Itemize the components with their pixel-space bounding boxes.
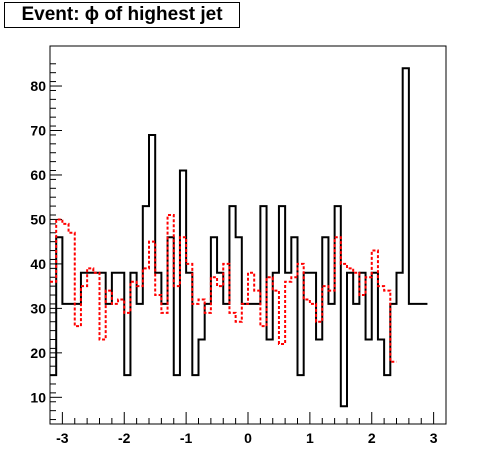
plot-frame (49, 45, 447, 425)
y-tick-label: 60 (30, 167, 46, 183)
x-tick-label: 0 (244, 430, 252, 446)
y-tick-label: 20 (30, 345, 46, 361)
histogram-series-solid (50, 67, 428, 408)
chart-title: Event: ϕ of highest jet (21, 4, 223, 25)
x-tick-label: 3 (430, 430, 438, 446)
x-tick-label: -2 (118, 430, 131, 446)
y-tick-label: 10 (30, 389, 46, 405)
histogram-series-dashed (50, 213, 397, 363)
y-tick-label: 30 (30, 300, 46, 316)
x-tick-label: 1 (306, 430, 314, 446)
chart-title-box: Event: ϕ of highest jet (4, 2, 240, 28)
y-tick-label: 80 (30, 78, 46, 94)
x-tick-label: 2 (368, 430, 376, 446)
x-tick-label: -3 (56, 430, 69, 446)
y-tick-label: 50 (30, 211, 46, 227)
y-tick-label: 70 (30, 122, 46, 138)
series-layer (50, 67, 428, 408)
y-tick-label: 40 (30, 256, 46, 272)
x-axis: -3 -2 -1 0 1 2 3 (49, 412, 447, 446)
x-tick-label: -1 (180, 430, 193, 446)
y-axis: 10 20 30 40 50 60 70 80 (30, 63, 62, 421)
